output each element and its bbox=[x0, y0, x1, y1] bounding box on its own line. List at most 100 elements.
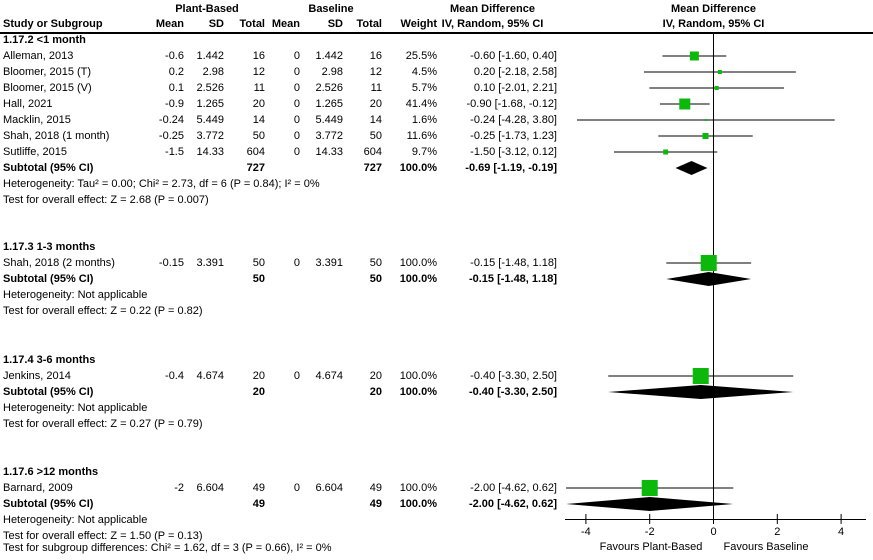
total2-value: 50 bbox=[369, 130, 382, 142]
overall-effect-row: Test for overall effect: Z = 0.22 (P = 0… bbox=[0, 303, 873, 319]
study-row: Shah, 2018 (1 month) -0.25 3.772 50 0 3.772 50… bbox=[0, 128, 873, 144]
subgroup-header-row: 1.17.6 >12 months bbox=[0, 464, 873, 480]
sd2-value: 2.526 bbox=[315, 82, 343, 94]
total2-value: 16 bbox=[369, 50, 382, 62]
subtotal-ci-text: -2.00 [-4.62, 0.62] bbox=[468, 498, 557, 510]
weight-value: 41.4% bbox=[405, 98, 437, 110]
total1-value: 14 bbox=[252, 114, 265, 126]
total2-value: 20 bbox=[369, 98, 382, 110]
subtotal-label: Subtotal (95% CI) bbox=[3, 498, 94, 510]
total1-value: 16 bbox=[252, 50, 265, 62]
subgroup-header-row: 1.17.4 3-6 months bbox=[0, 352, 873, 368]
subtotal-label: Subtotal (95% CI) bbox=[3, 386, 94, 398]
total1-value: 20 bbox=[252, 98, 265, 110]
overall-effect-note: Test for overall effect: Z = 0.27 (P = 0… bbox=[3, 418, 203, 430]
mean1-value: -0.15 bbox=[158, 257, 184, 269]
sd2-column-header: SD bbox=[327, 18, 343, 30]
overall-effect-row: Test for overall effect: Z = 1.50 (P = 0… bbox=[0, 528, 873, 544]
md-plot-column-title: Mean Difference bbox=[671, 3, 756, 15]
subtotal-total1: 49 bbox=[252, 498, 265, 510]
ci-text: -0.24 [-4.28, 3.80] bbox=[470, 114, 557, 126]
md-text-column-title: Mean Difference bbox=[450, 3, 535, 15]
md-plot-column-subtitle: IV, Random, 95% CI bbox=[662, 18, 765, 30]
subtotal-row: Subtotal (95% CI) 49 49 100.0% -2.00 [-4.62,… bbox=[0, 496, 873, 512]
total1-value: 50 bbox=[252, 130, 265, 142]
weight-value: 4.5% bbox=[411, 66, 437, 78]
mean1-value: 0.1 bbox=[168, 82, 184, 94]
sd2-value: 6.604 bbox=[315, 482, 343, 494]
weight-value: 100.0% bbox=[399, 257, 437, 269]
total1-value: 12 bbox=[252, 66, 265, 78]
overall-effect-note: Test for overall effect: Z = 2.68 (P = 0… bbox=[3, 194, 209, 206]
heterogeneity-row: Heterogeneity: Tau² = 0.00; Chi² = 2.73,… bbox=[0, 176, 873, 192]
total1-value: 20 bbox=[252, 370, 265, 382]
total1-value: 49 bbox=[252, 482, 265, 494]
sd2-value: 3.391 bbox=[315, 257, 343, 269]
mean1-value: -0.4 bbox=[165, 370, 184, 382]
ci-text: -0.40 [-3.30, 2.50] bbox=[470, 370, 557, 382]
mean2-value: 0 bbox=[293, 98, 300, 110]
overall-effect-row: Test for overall effect: Z = 0.27 (P = 0… bbox=[0, 416, 873, 432]
sd1-value: 2.526 bbox=[196, 82, 224, 94]
heterogeneity-row: Heterogeneity: Not applicable bbox=[0, 287, 873, 303]
subgroup-label: 1.17.3 1-3 months bbox=[3, 241, 96, 253]
total2-value: 604 bbox=[363, 146, 382, 158]
study-row: Bloomer, 2015 (V) 0.1 2.526 11 0 2.526 11 5.7% 0… bbox=[0, 80, 873, 96]
study-row: Jenkins, 2014 -0.4 4.674 20 0 4.674 20 100.0% -0… bbox=[0, 368, 873, 384]
mean2-column-header: Mean bbox=[271, 18, 300, 30]
total2-value: 49 bbox=[369, 482, 382, 494]
total2-column-header: Total bbox=[356, 18, 382, 30]
total2-value: 20 bbox=[369, 370, 382, 382]
mean2-value: 0 bbox=[293, 257, 300, 269]
sd2-value: 14.33 bbox=[315, 146, 343, 158]
overall-effect-row: Test for overall effect: Z = 2.68 (P = 0… bbox=[0, 192, 873, 208]
subgroup-header-row: 1.17.3 1-3 months bbox=[0, 239, 873, 255]
mean2-value: 0 bbox=[293, 370, 300, 382]
subtotal-row: Subtotal (95% CI) 50 50 100.0% -0.15 [-1.48,… bbox=[0, 271, 873, 287]
sd1-value: 2.98 bbox=[202, 66, 224, 78]
mean1-value: -0.6 bbox=[165, 50, 184, 62]
ci-text: -0.60 [-1.60, 0.40] bbox=[470, 50, 557, 62]
mean1-value: -1.5 bbox=[165, 146, 184, 158]
heterogeneity-row: Heterogeneity: Not applicable bbox=[0, 400, 873, 416]
sd1-value: 1.442 bbox=[196, 50, 224, 62]
heterogeneity-note: Heterogeneity: Tau² = 0.00; Chi² = 2.73,… bbox=[3, 178, 320, 190]
weight-column-header: Weight bbox=[400, 18, 437, 30]
total1-value: 604 bbox=[246, 146, 265, 158]
sd1-value: 6.604 bbox=[196, 482, 224, 494]
study-name: Sutliffe, 2015 bbox=[3, 146, 68, 158]
study-name: Bloomer, 2015 (T) bbox=[3, 66, 92, 78]
overall-effect-note: Test for overall effect: Z = 1.50 (P = 0… bbox=[3, 530, 203, 542]
total2-value: 50 bbox=[369, 257, 382, 269]
study-name: Alleman, 2013 bbox=[3, 50, 74, 62]
study-row: Sutliffe, 2015 -1.5 14.33 604 0 14.33 604 9.7% -… bbox=[0, 144, 873, 160]
mean1-value: -0.25 bbox=[158, 130, 184, 142]
subtotal-label: Subtotal (95% CI) bbox=[3, 273, 94, 285]
ci-text: -0.25 [-1.73, 1.23] bbox=[470, 130, 557, 142]
subtotal-weight: 100.0% bbox=[399, 498, 437, 510]
weight-value: 11.6% bbox=[406, 130, 437, 142]
mean1-column-header: Mean bbox=[155, 18, 184, 30]
subtotal-total2: 20 bbox=[369, 386, 382, 398]
study-row: Alleman, 2013 -0.6 1.442 16 0 1.442 16 25.5% -0.… bbox=[0, 48, 873, 64]
total2-value: 11 bbox=[370, 82, 382, 94]
subtotal-ci-text: -0.69 [-1.19, -0.19] bbox=[465, 162, 557, 174]
total1-column-header: Total bbox=[239, 18, 265, 30]
subtotal-total2: 727 bbox=[363, 162, 382, 174]
study-name: Macklin, 2015 bbox=[3, 114, 71, 126]
ci-text: -0.15 [-1.48, 1.18] bbox=[470, 257, 557, 269]
sd2-value: 1.265 bbox=[315, 98, 343, 110]
study-column-header: Study or Subgroup bbox=[3, 18, 103, 30]
mean2-value: 0 bbox=[293, 482, 300, 494]
weight-value: 5.7% bbox=[411, 82, 437, 94]
sd1-value: 4.674 bbox=[196, 370, 224, 382]
heterogeneity-note: Heterogeneity: Not applicable bbox=[3, 402, 148, 414]
md-text-column-subtitle: IV, Random, 95% CI bbox=[441, 18, 544, 30]
ci-text: -2.00 [-4.62, 0.62] bbox=[470, 482, 557, 494]
subtotal-weight: 100.0% bbox=[399, 162, 437, 174]
weight-value: 9.7% bbox=[411, 146, 437, 158]
subgroup-differences-note: Test for subgroup differences: Chi² = 1.… bbox=[3, 542, 332, 554]
study-name: Barnard, 2009 bbox=[3, 482, 73, 494]
